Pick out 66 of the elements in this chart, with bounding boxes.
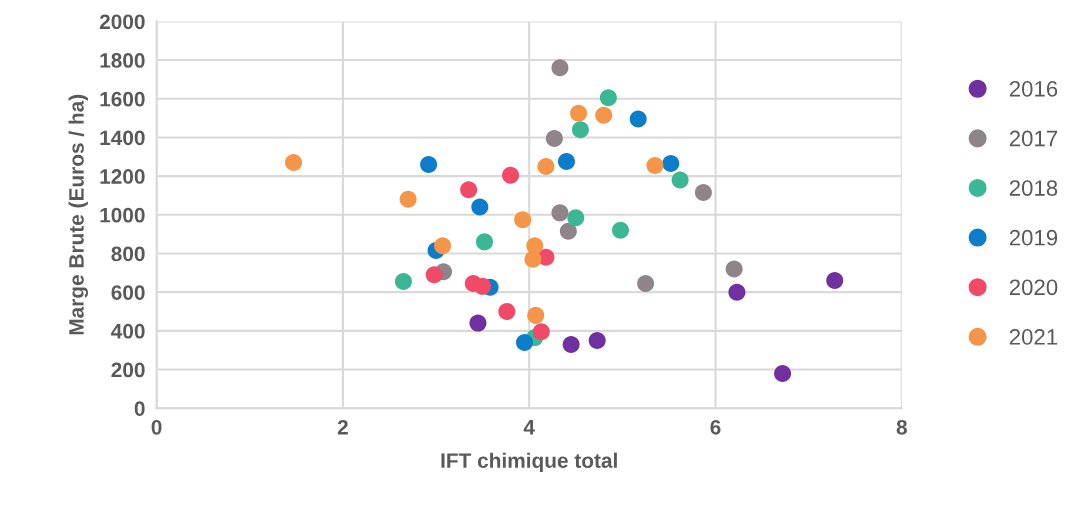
point: [646, 156, 664, 174]
x-tick-label: 0: [151, 419, 162, 435]
point: [285, 154, 303, 172]
point: [471, 198, 489, 216]
point: [502, 166, 520, 184]
point: [532, 323, 550, 341]
point: [551, 204, 569, 222]
point: [725, 260, 743, 278]
point: [425, 266, 443, 284]
y-axis-title: Marge Brute (Euros / ha): [68, 94, 89, 335]
legend-label: 2021: [1009, 329, 1058, 345]
y-tick-label: 400: [111, 323, 145, 339]
point: [557, 153, 575, 171]
x-tick-label: 4: [523, 420, 535, 435]
point: [394, 273, 412, 291]
point: [637, 274, 655, 292]
y-tick-label: 1800: [100, 53, 145, 68]
x-tick-label: 8: [896, 419, 907, 435]
point: [460, 181, 478, 199]
point: [694, 184, 712, 202]
y-tick-label: 1400: [100, 130, 145, 146]
point: [527, 306, 545, 324]
y-tick-label: 0: [134, 401, 145, 416]
point: [611, 221, 629, 239]
point: [567, 209, 585, 227]
point: [599, 89, 617, 107]
y-tick-label: 1000: [100, 207, 145, 223]
point: [774, 364, 792, 382]
point: [469, 314, 487, 332]
y-tick-label: 800: [111, 246, 145, 262]
point: [420, 156, 438, 174]
y-tick-label: 600: [111, 285, 145, 300]
point: [728, 283, 746, 301]
point: [588, 332, 606, 350]
point: [562, 335, 580, 353]
point: [434, 237, 452, 255]
legend-label: 2020: [1009, 279, 1058, 296]
point: [545, 129, 563, 147]
point: [571, 121, 589, 139]
point: [826, 272, 844, 290]
point: [537, 157, 555, 175]
legend-label: 2017: [1009, 130, 1058, 147]
x-tick-label: 6: [710, 419, 721, 435]
point: [516, 333, 534, 351]
point: [524, 250, 542, 268]
y-tick-label: 1200: [100, 169, 145, 184]
point: [474, 277, 492, 295]
legend-label: 2018: [1009, 180, 1058, 196]
x-axis-title: IFT chimique total: [441, 452, 617, 473]
point: [399, 190, 417, 208]
point: [498, 303, 516, 321]
point: [514, 211, 532, 229]
y-tick-label: 1600: [100, 91, 145, 107]
legend-label: 2019: [1009, 229, 1058, 246]
point: [662, 155, 680, 173]
x-tick-label: 2: [337, 419, 348, 435]
point: [559, 222, 577, 240]
point: [570, 104, 588, 122]
y-tick-label: 200: [111, 362, 145, 378]
point: [629, 110, 647, 128]
point: [551, 59, 569, 77]
point: [671, 171, 689, 189]
y-tick-label: 2000: [99, 14, 145, 30]
point: [595, 106, 613, 124]
legend-label: 2016: [1009, 81, 1058, 97]
point: [475, 233, 493, 251]
